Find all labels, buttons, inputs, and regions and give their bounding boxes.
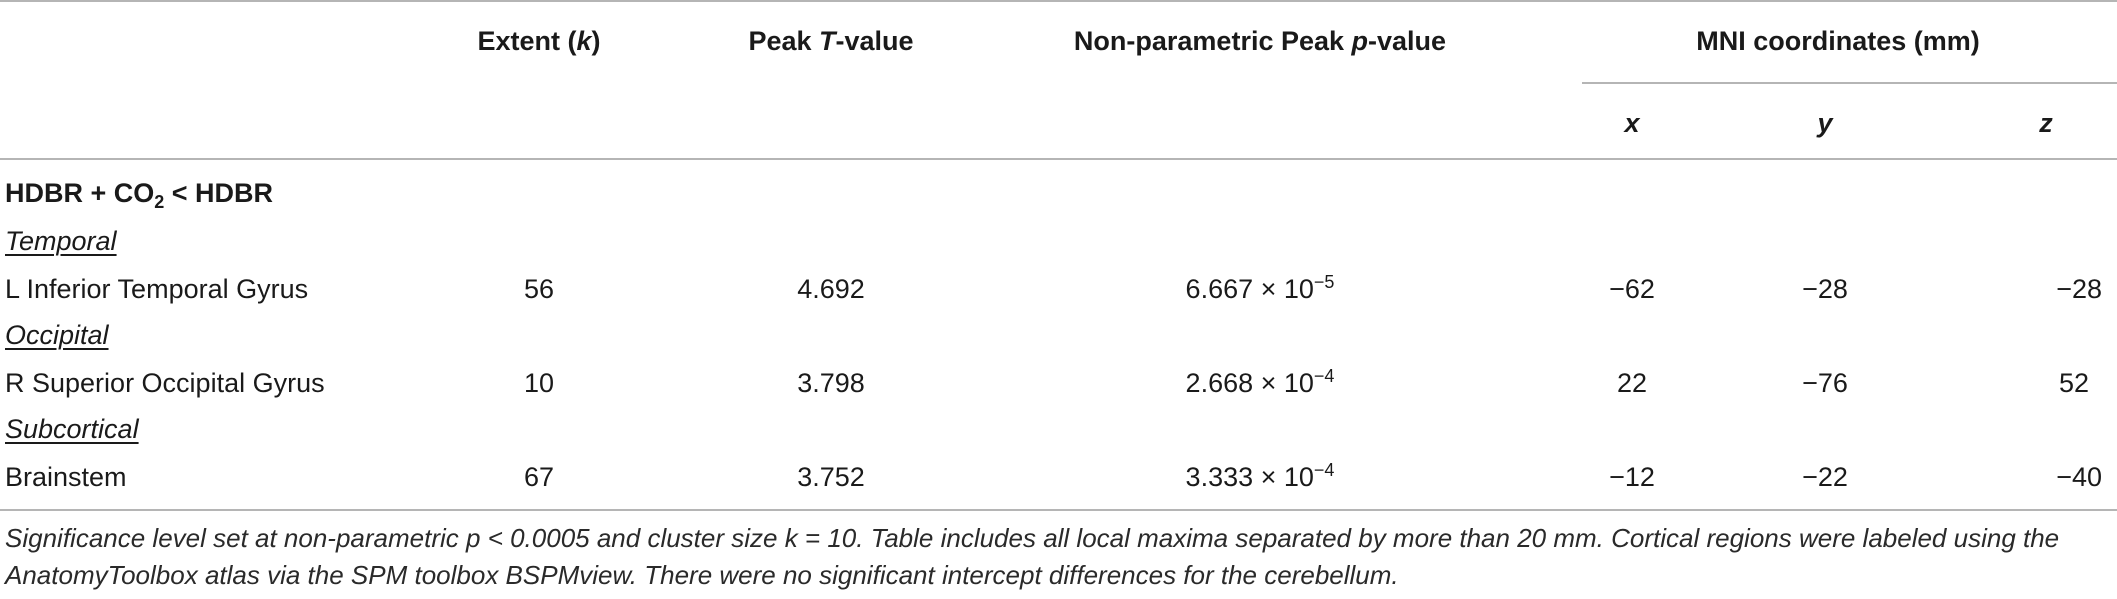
header-y: y	[1817, 108, 1833, 138]
table-bottom-rule	[0, 509, 2117, 511]
row-region: R Superior Occipital Gyrus	[5, 368, 325, 398]
row-peak-t: 3.752	[797, 462, 865, 492]
row-y: −28	[1802, 274, 1848, 304]
group-label-temporal: Temporal	[5, 226, 117, 256]
row-x: 22	[1616, 368, 1648, 398]
row-extent: 67	[523, 462, 555, 492]
header-peak-p: Non-parametric Peak p-value	[1073, 26, 1447, 56]
header-extent: Extent (k)	[477, 26, 601, 56]
header-bottom-rule	[0, 158, 2117, 160]
row-peak-t: 3.798	[797, 368, 865, 398]
table-footnote: Significance level set at non-parametric…	[5, 523, 2060, 590]
contrast-heading: HDBR + CO2 < HDBR	[5, 178, 274, 212]
row-y: −76	[1802, 368, 1848, 398]
table-top-rule	[0, 0, 2117, 2]
row-z: 52	[2058, 368, 2089, 398]
row-z: −40	[2056, 462, 2102, 492]
header-z: z	[2039, 108, 2053, 138]
row-region: Brainstem	[5, 462, 127, 492]
header-peak-t: Peak T-value	[748, 26, 914, 56]
row-region: L Inferior Temporal Gyrus	[5, 274, 309, 304]
row-z: −28	[2056, 274, 2102, 304]
header-mni: MNI coordinates (mm)	[1696, 26, 1980, 56]
row-peak-p: 2.668 × 10−4	[1185, 366, 1335, 398]
mni-spanner-rule	[1582, 82, 2117, 84]
header-x: x	[1624, 108, 1640, 138]
row-x: −62	[1609, 274, 1655, 304]
row-x: −12	[1609, 462, 1655, 492]
row-peak-t: 4.692	[797, 274, 865, 304]
row-peak-p: 6.667 × 10−5	[1185, 272, 1335, 304]
row-extent: 10	[523, 368, 555, 398]
group-label-occipital: Occipital	[5, 320, 109, 350]
row-peak-p: 3.333 × 10−4	[1185, 460, 1335, 492]
row-y: −22	[1802, 462, 1848, 492]
row-extent: 56	[523, 274, 555, 304]
group-label-subcortical: Subcortical	[5, 414, 139, 444]
